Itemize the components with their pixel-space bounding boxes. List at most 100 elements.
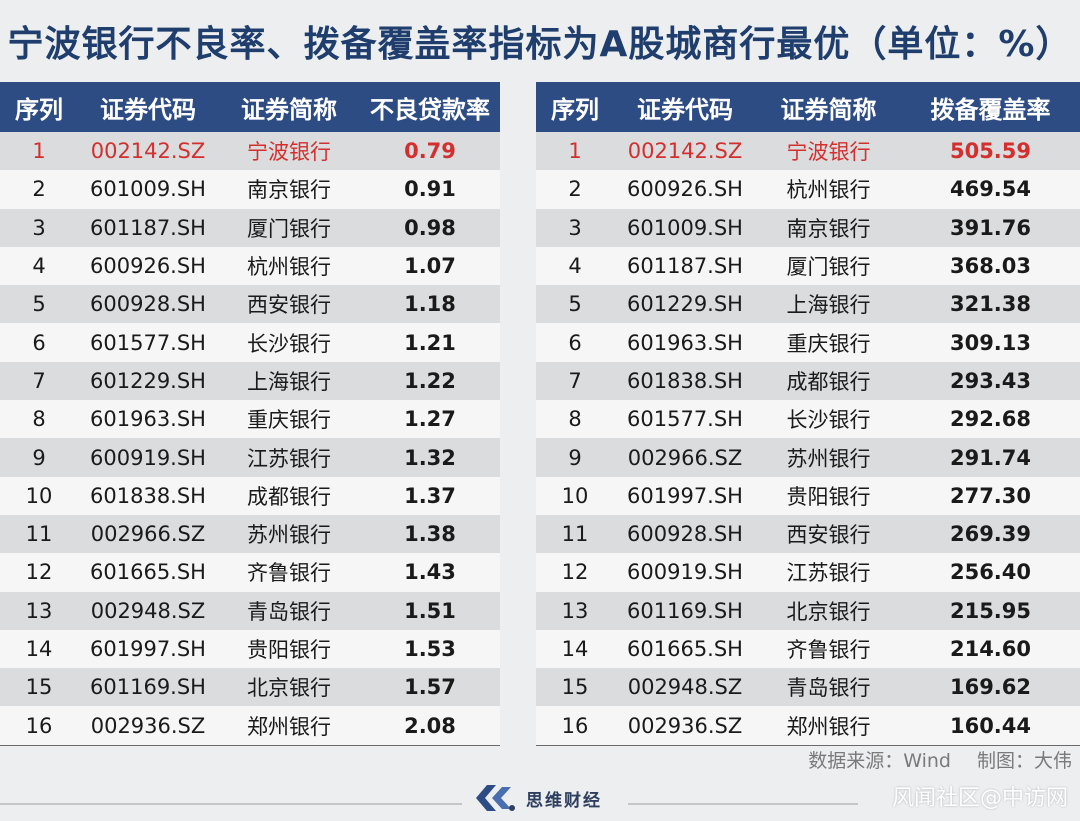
name-cell: 齐鲁银行 — [756, 629, 901, 669]
brand-logo: 思维财经 — [472, 780, 602, 816]
name-cell: 成都银行 — [218, 476, 360, 515]
column-header-code: 证券代码 — [614, 82, 756, 132]
code-cell: 601665.SH — [614, 629, 756, 669]
table-row: 14 601665.SH 齐鲁银行 214.60 — [536, 629, 1080, 669]
name-cell: 齐鲁银行 — [218, 553, 360, 592]
name-cell: 郑州银行 — [756, 706, 901, 746]
rank-cell: 11 — [0, 514, 78, 554]
code-cell: 002966.SZ — [78, 514, 218, 554]
rank-cell: 15 — [536, 668, 614, 707]
coverage-table: 序列 证券代码 证券简称 拨备覆盖率 1 002142.SZ 宁波银行 505.59 2… — [536, 82, 1080, 746]
rank-cell: 3 — [0, 208, 78, 247]
code-cell: 601997.SH — [614, 476, 756, 515]
value-cell: 1.22 — [360, 361, 500, 401]
table-row: 7 601838.SH 成都银行 293.43 — [536, 361, 1080, 401]
rank-cell: 6 — [536, 323, 614, 362]
table-row: 3 601009.SH 南京银行 391.76 — [536, 208, 1080, 247]
table-row: 12 601665.SH 齐鲁银行 1.43 — [0, 553, 500, 592]
rank-cell: 12 — [536, 553, 614, 592]
code-cell: 600919.SH — [614, 553, 756, 592]
value-cell: 1.18 — [360, 285, 500, 324]
table-row: 16 002936.SZ 郑州银行 2.08 — [0, 706, 500, 746]
value-cell: 277.30 — [901, 476, 1080, 515]
author-credit-text: 制图：大伟 — [976, 750, 1072, 772]
value-cell: 215.95 — [901, 591, 1080, 630]
table-row: 15 002948.SZ 青岛银行 169.62 — [536, 668, 1080, 707]
code-cell: 600926.SH — [614, 170, 756, 209]
table-row: 10 601838.SH 成都银行 1.37 — [0, 476, 500, 515]
table-row: 7 601229.SH 上海银行 1.22 — [0, 361, 500, 401]
name-cell: 杭州银行 — [218, 246, 360, 286]
table-row: 10 601997.SH 贵阳银行 277.30 — [536, 476, 1080, 515]
footer-divider-right — [628, 803, 858, 805]
code-cell: 002936.SZ — [614, 706, 756, 746]
value-cell: 256.40 — [901, 553, 1080, 592]
value-cell: 291.74 — [901, 438, 1080, 477]
name-cell: 上海银行 — [756, 285, 901, 324]
code-cell: 601169.SH — [78, 668, 218, 707]
brand-mark-icon — [476, 785, 515, 811]
rank-cell: 9 — [536, 438, 614, 477]
value-cell: 1.43 — [360, 553, 500, 592]
rank-cell: 3 — [536, 208, 614, 247]
value-cell: 269.39 — [901, 514, 1080, 554]
value-cell: 1.37 — [360, 476, 500, 515]
name-cell: 杭州银行 — [756, 170, 901, 209]
rank-cell: 8 — [0, 400, 78, 439]
table-row: 14 601997.SH 贵阳银行 1.53 — [0, 629, 500, 669]
code-cell: 601009.SH — [78, 170, 218, 209]
rank-cell: 2 — [0, 170, 78, 209]
name-cell: 江苏银行 — [218, 438, 360, 477]
table-row: 3 601187.SH 厦门银行 0.98 — [0, 208, 500, 247]
rank-cell: 2 — [536, 170, 614, 209]
code-cell: 002948.SZ — [78, 591, 218, 630]
name-cell: 厦门银行 — [218, 208, 360, 247]
name-cell: 苏州银行 — [756, 438, 901, 477]
code-cell: 600928.SH — [78, 285, 218, 324]
value-cell: 1.32 — [360, 438, 500, 477]
value-cell: 469.54 — [901, 170, 1080, 209]
column-header-name: 证券简称 — [218, 82, 360, 132]
column-header-rank: 序列 — [536, 82, 614, 132]
rank-cell: 13 — [0, 591, 78, 630]
table-row: 4 601187.SH 厦门银行 368.03 — [536, 246, 1080, 286]
name-cell: 北京银行 — [218, 668, 360, 707]
code-cell: 601187.SH — [614, 246, 756, 286]
code-cell: 601665.SH — [78, 553, 218, 592]
table-row: 9 600919.SH 江苏银行 1.32 — [0, 438, 500, 477]
name-cell: 厦门银行 — [756, 246, 901, 286]
code-cell: 002142.SZ — [78, 132, 218, 171]
table-row: 1 002142.SZ 宁波银行 505.59 — [536, 132, 1080, 171]
value-cell: 169.62 — [901, 668, 1080, 707]
rank-cell: 16 — [0, 706, 78, 746]
name-cell: 成都银行 — [756, 361, 901, 401]
rank-cell: 6 — [0, 323, 78, 362]
column-header-name: 证券简称 — [756, 82, 901, 132]
code-cell: 601963.SH — [78, 400, 218, 439]
name-cell: 北京银行 — [756, 591, 901, 630]
rank-cell: 14 — [536, 629, 614, 669]
code-cell: 601577.SH — [614, 400, 756, 439]
name-cell: 宁波银行 — [218, 132, 360, 171]
code-cell: 002936.SZ — [78, 706, 218, 746]
rank-cell: 10 — [536, 476, 614, 515]
value-cell: 1.27 — [360, 400, 500, 439]
value-cell: 505.59 — [901, 132, 1080, 171]
table-header-row: 序列 证券代码 证券简称 拨备覆盖率 — [536, 82, 1080, 132]
rank-cell: 7 — [536, 361, 614, 401]
name-cell: 青岛银行 — [218, 591, 360, 630]
table-row: 11 002966.SZ 苏州银行 1.38 — [0, 514, 500, 554]
table-row: 5 600928.SH 西安银行 1.18 — [0, 285, 500, 324]
code-cell: 600928.SH — [614, 514, 756, 554]
table-row: 9 002966.SZ 苏州银行 291.74 — [536, 438, 1080, 477]
rank-cell: 4 — [536, 246, 614, 286]
name-cell: 郑州银行 — [218, 706, 360, 746]
data-source-text: 数据来源：Wind — [808, 750, 951, 772]
table-row: 8 601577.SH 长沙银行 292.68 — [536, 400, 1080, 439]
table-row: 2 601009.SH 南京银行 0.91 — [0, 170, 500, 209]
value-cell: 0.91 — [360, 170, 500, 209]
code-cell: 601997.SH — [78, 629, 218, 669]
rank-cell: 5 — [0, 285, 78, 324]
value-cell: 1.53 — [360, 629, 500, 669]
table-row: 15 601169.SH 北京银行 1.57 — [0, 668, 500, 707]
